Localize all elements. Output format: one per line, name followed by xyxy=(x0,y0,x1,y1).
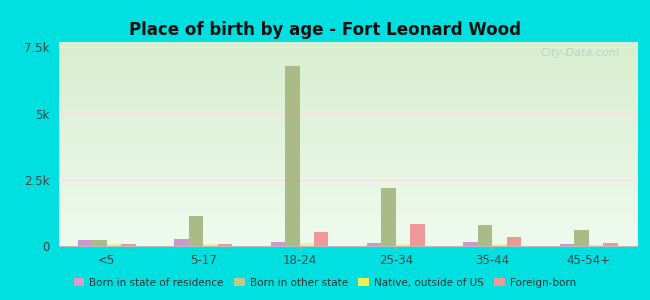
Text: City-Data.com: City-Data.com xyxy=(540,48,619,58)
Bar xyxy=(121,244,136,246)
Bar xyxy=(218,244,232,246)
Bar xyxy=(560,244,575,246)
Bar xyxy=(78,240,92,246)
Bar xyxy=(463,242,478,246)
Legend: Born in state of residence, Born in other state, Native, outside of US, Foreign-: Born in state of residence, Born in othe… xyxy=(70,274,580,292)
Bar xyxy=(92,240,107,246)
Bar xyxy=(174,239,188,246)
Bar xyxy=(285,66,300,246)
Bar xyxy=(493,244,507,246)
Bar xyxy=(367,243,382,246)
Text: Place of birth by age - Fort Leonard Wood: Place of birth by age - Fort Leonard Woo… xyxy=(129,21,521,39)
Bar xyxy=(478,225,492,246)
Bar xyxy=(507,237,521,246)
Bar xyxy=(203,244,218,246)
Bar xyxy=(107,244,121,246)
Bar xyxy=(603,243,618,246)
Bar xyxy=(575,230,589,246)
Bar xyxy=(382,188,396,246)
Bar xyxy=(300,243,314,246)
Bar xyxy=(188,215,203,246)
Bar xyxy=(589,245,603,246)
Bar xyxy=(314,232,328,246)
Bar xyxy=(270,242,285,246)
Bar xyxy=(396,244,410,246)
Bar xyxy=(410,224,425,246)
